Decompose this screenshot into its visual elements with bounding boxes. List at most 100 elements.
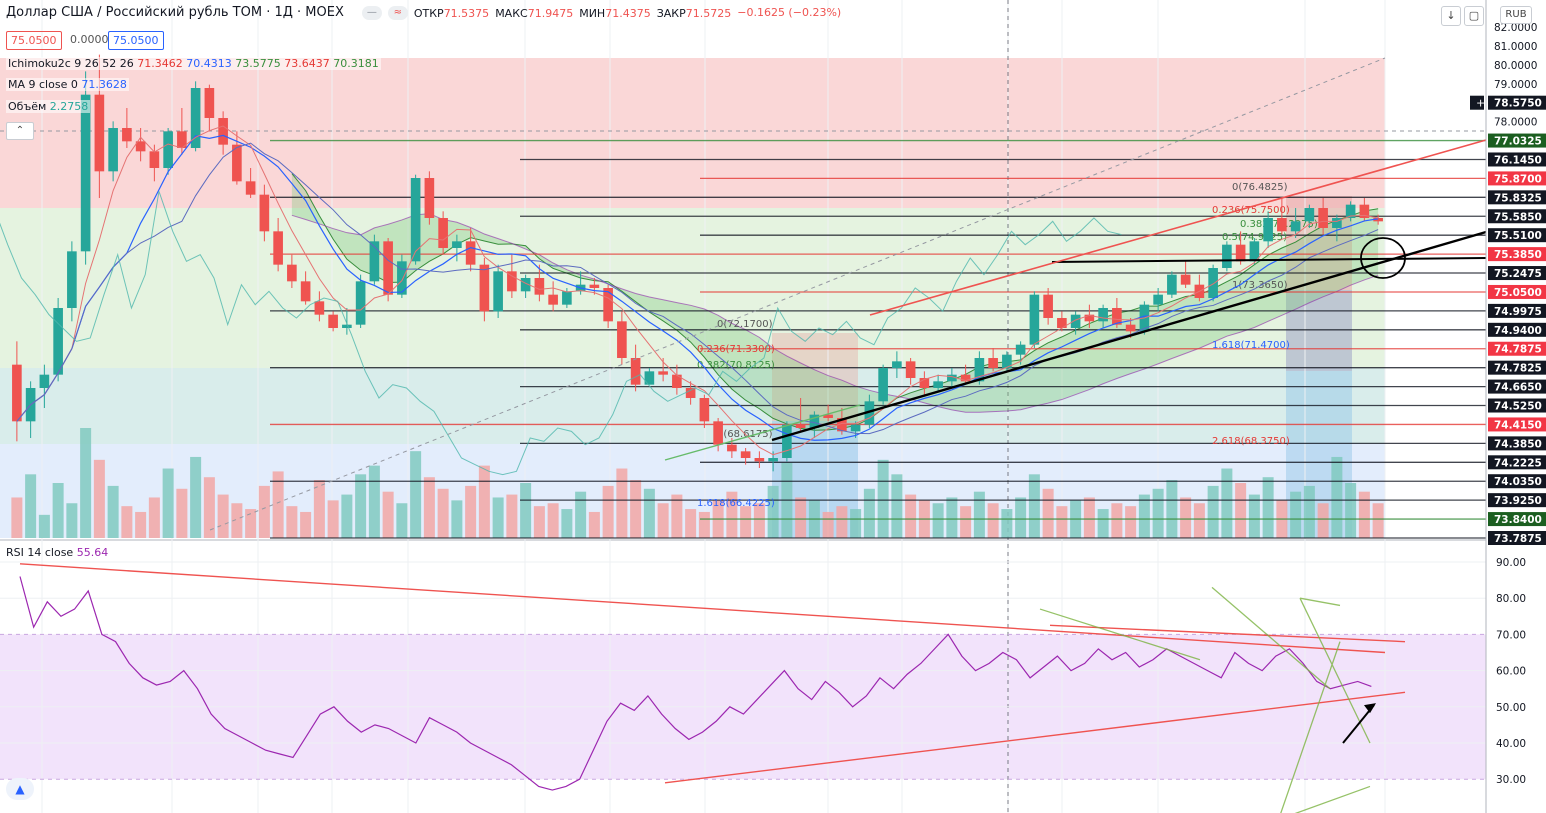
volume-bar-19 [272, 471, 284, 538]
currency-badge[interactable]: RUB [1500, 6, 1532, 24]
axis-tag-27 [1488, 531, 1546, 545]
chikou-line [0, 191, 1122, 476]
fib-label-6: 0.236(71.3300) [697, 344, 775, 355]
volume-bar-35 [492, 497, 504, 538]
candle-body-5 [80, 94, 91, 252]
volume-value: 2.2758 [49, 100, 89, 113]
volume-bar-88 [1221, 468, 1233, 538]
trend-lines[interactable] [209, 57, 1487, 531]
bid-price[interactable]: 75.0500 [6, 31, 62, 50]
candle-body-19 [273, 231, 283, 265]
volume-bar-31 [437, 488, 449, 538]
high-label: МАКС [495, 7, 528, 20]
volume-name: Объём [8, 100, 47, 113]
volume-bar-73 [1015, 497, 1027, 538]
axis-tag-23 [1488, 455, 1546, 470]
volume-bar-86 [1193, 503, 1205, 538]
axis-label-15: 74.9975 [1494, 306, 1542, 318]
candle-body-24 [342, 324, 352, 328]
candle-body-4 [67, 251, 77, 308]
fib-label-0: 0(76.4825) [1232, 182, 1288, 193]
axis-tag-24 [1488, 474, 1546, 489]
volume-bar-79 [1097, 509, 1109, 538]
download-icon[interactable]: ↓ [1441, 6, 1461, 26]
volume-legend[interactable]: Объём 2.2758 [6, 100, 91, 113]
volume-bar-62 [863, 488, 875, 538]
volume-bar-4 [66, 503, 78, 538]
volume-bar-78 [1083, 497, 1095, 538]
candle-body-45 [630, 358, 641, 385]
candle-body-8 [122, 128, 132, 142]
candle-body-52 [727, 444, 737, 452]
axis-label-23: 74.2225 [1494, 457, 1542, 469]
volume-bar-24 [341, 494, 353, 538]
axis-label-17: 74.7875 [1494, 344, 1542, 356]
candle-body-62 [864, 401, 875, 425]
symbol-title[interactable]: Доллар США / Российский рубль ТОМ · 1Д ·… [6, 5, 344, 20]
axis-label-5: 78.0000 [1494, 117, 1537, 129]
volume-bar-40 [561, 509, 573, 538]
candle-body-22 [314, 301, 325, 315]
candle-body-55 [768, 458, 778, 462]
volume-bar-99 [1372, 503, 1384, 538]
ichimoku-legend[interactable]: Ichimoku2c 9 26 52 26 71.3462 70.4313 73… [6, 57, 381, 70]
candle-body-54 [754, 458, 765, 462]
candle-body-12 [177, 131, 187, 148]
axis-tag-15 [1488, 303, 1546, 318]
rsi-trend-up [664, 691, 1406, 784]
volume-bar-41 [575, 491, 587, 538]
tradingview-logo-icon[interactable]: ▲ [6, 778, 34, 800]
price-axis: 82.0000 81.0000 80.0000 79.0000 + 78.5750 78.0… [1470, 0, 1546, 813]
volume-bar-34 [478, 465, 490, 538]
candle-body-47 [658, 371, 668, 375]
fullscreen-icon[interactable]: ▢ [1464, 6, 1484, 26]
fib-label-3: 0.5(74.9325) [1222, 232, 1287, 243]
candle-body-18 [259, 194, 270, 232]
candle-body-0 [12, 364, 22, 422]
volume-bar-33 [465, 485, 477, 538]
volume-bar-69 [960, 506, 972, 538]
candle-body-69 [960, 374, 971, 382]
ma-legend[interactable]: MA 9 close 0 71.3628 [6, 78, 129, 91]
volume-bar-42 [588, 511, 600, 538]
axis-label-25: 73.9250 [1494, 495, 1542, 507]
candle-body-48 [672, 374, 682, 388]
axis-tag-20 [1488, 398, 1546, 413]
candle-body-84 [1167, 274, 1177, 295]
eye-icon[interactable]: — [361, 5, 382, 20]
axis-label-26: 73.8400 [1494, 514, 1542, 526]
candle-body-3 [53, 308, 63, 375]
candle-body-93 [1290, 221, 1301, 232]
candle-body-34 [479, 264, 490, 312]
candle-body-99 [1373, 218, 1383, 222]
fib-label-11: 1.618(66.4225) [697, 498, 775, 509]
candle-body-91 [1263, 218, 1273, 242]
candle-body-53 [740, 451, 751, 458]
axis-tag-26 [1488, 512, 1546, 527]
marker-circle [1360, 237, 1406, 279]
candle-body-97 [1345, 204, 1356, 218]
volume-bar-55 [767, 485, 779, 538]
rsi-legend[interactable]: RSI 14 close 55.64 [6, 546, 108, 559]
candlesticks [12, 54, 1383, 472]
volume-bar-67 [932, 503, 944, 538]
candle-body-88 [1222, 244, 1232, 268]
axis-label-3: 79.0000 [1494, 79, 1537, 91]
axis-label-19: 74.6650 [1494, 382, 1542, 394]
rsi-axis-label-1: 80.00 [1496, 593, 1526, 605]
candle-body-6 [94, 94, 105, 172]
trend-line-black-flat [1051, 257, 1487, 263]
collapse-legend-button[interactable]: ⌃ [6, 122, 34, 140]
candle-body-65 [905, 361, 916, 378]
rsi-axis-label-6: 30.00 [1496, 774, 1526, 786]
wave-icon[interactable]: ≈ [387, 5, 408, 20]
volume-bar-0 [11, 497, 23, 538]
candle-body-58 [809, 414, 820, 428]
ma-value: 71.3628 [81, 78, 127, 91]
rsi-trend-down [19, 563, 1386, 654]
candle-body-71 [988, 358, 998, 368]
axis-tag-11 [1488, 228, 1546, 243]
rsi-name: RSI 14 close [6, 546, 74, 559]
ask-price[interactable]: 75.0500 [108, 31, 164, 50]
